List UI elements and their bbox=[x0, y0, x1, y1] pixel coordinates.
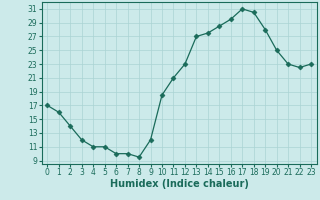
X-axis label: Humidex (Indice chaleur): Humidex (Indice chaleur) bbox=[110, 179, 249, 189]
